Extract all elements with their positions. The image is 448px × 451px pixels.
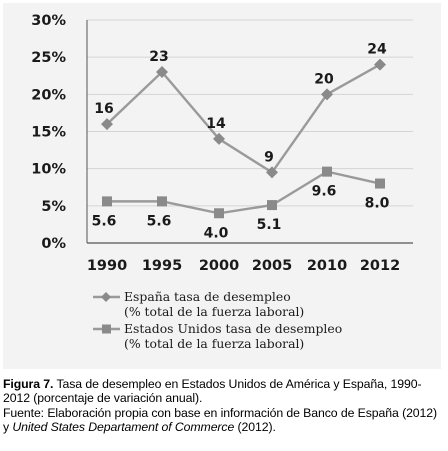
series-2-data-label: 4.0 [204,225,229,241]
figure-label: Figura 7. [3,377,54,391]
series-1-point [101,118,113,131]
y-tick-label: 15% [31,125,66,141]
unemployment-chart: 0% 5% 10% 15% 20% 25% 30% 1990 1995 2000 2005 2010 2… [31,13,413,351]
y-tick-label: 20% [31,87,66,103]
figure-title: Tasa de desempleo en Estados Unidos de A… [3,377,422,406]
series-1-data-label: 16 [94,101,113,117]
series-1-data-label: 23 [149,49,168,65]
series-1-point [321,88,333,101]
series-2-point [102,196,112,207]
legend-marker-1 [101,292,111,302]
source-prefix: Fuente: Elaboración propia con base en i… [3,405,438,434]
legend-label-1: España tasa de desempleo [124,289,291,304]
series-line-2 [107,170,381,215]
figure-caption: Figura 7. Tasa de desempleo en Estados U… [3,377,443,434]
series-2-data-label: 8.0 [365,196,390,212]
legend-marker-2 [102,324,111,334]
series-2-data-label: 5.6 [92,213,117,229]
x-tick-label: 1995 [142,258,182,274]
series-1-point [213,132,225,145]
chart-panel [3,3,441,369]
y-tick-label: 10% [31,162,66,178]
series-1-data-label: 14 [206,116,226,132]
series-2-point [322,166,332,177]
x-tick-label: 2005 [252,258,292,274]
legend-sublabel-2: (% total de la fuerza laboral) [124,336,304,351]
series-1-point [266,166,278,179]
legend-sublabel-1: (% total de la fuerza laboral) [124,304,304,319]
series-2-point [157,196,167,207]
source-italic: United States Departament of Commerce [12,419,235,434]
series-1-point [156,66,168,79]
y-tick-label: 25% [31,50,66,66]
y-tick-label: 5% [41,199,66,215]
series-1-data-label: 9 [264,149,274,165]
series-2-data-label: 9.6 [312,184,337,200]
series-1-data-label: 24 [367,42,387,58]
series-1-data-label: 20 [314,71,334,87]
y-tick-label: 0% [41,236,66,252]
x-tick-label: 2012 [360,258,400,274]
x-tick-label: 1990 [87,258,127,274]
series-line-1 [106,63,381,175]
series-2-data-label: 5.6 [147,213,172,229]
series-2-point [214,208,224,219]
source-suffix: (2012). [234,419,276,434]
series-2-point [375,178,385,189]
series-1-point [374,58,386,71]
series-2-data-label: 5.1 [257,217,282,233]
series-2-point [267,200,277,211]
x-tick-label: 2010 [307,258,347,274]
legend-label-2: Estados Unidos tasa de desempleo [124,321,342,336]
x-tick-label: 2000 [199,258,239,274]
y-tick-label: 30% [31,13,66,29]
